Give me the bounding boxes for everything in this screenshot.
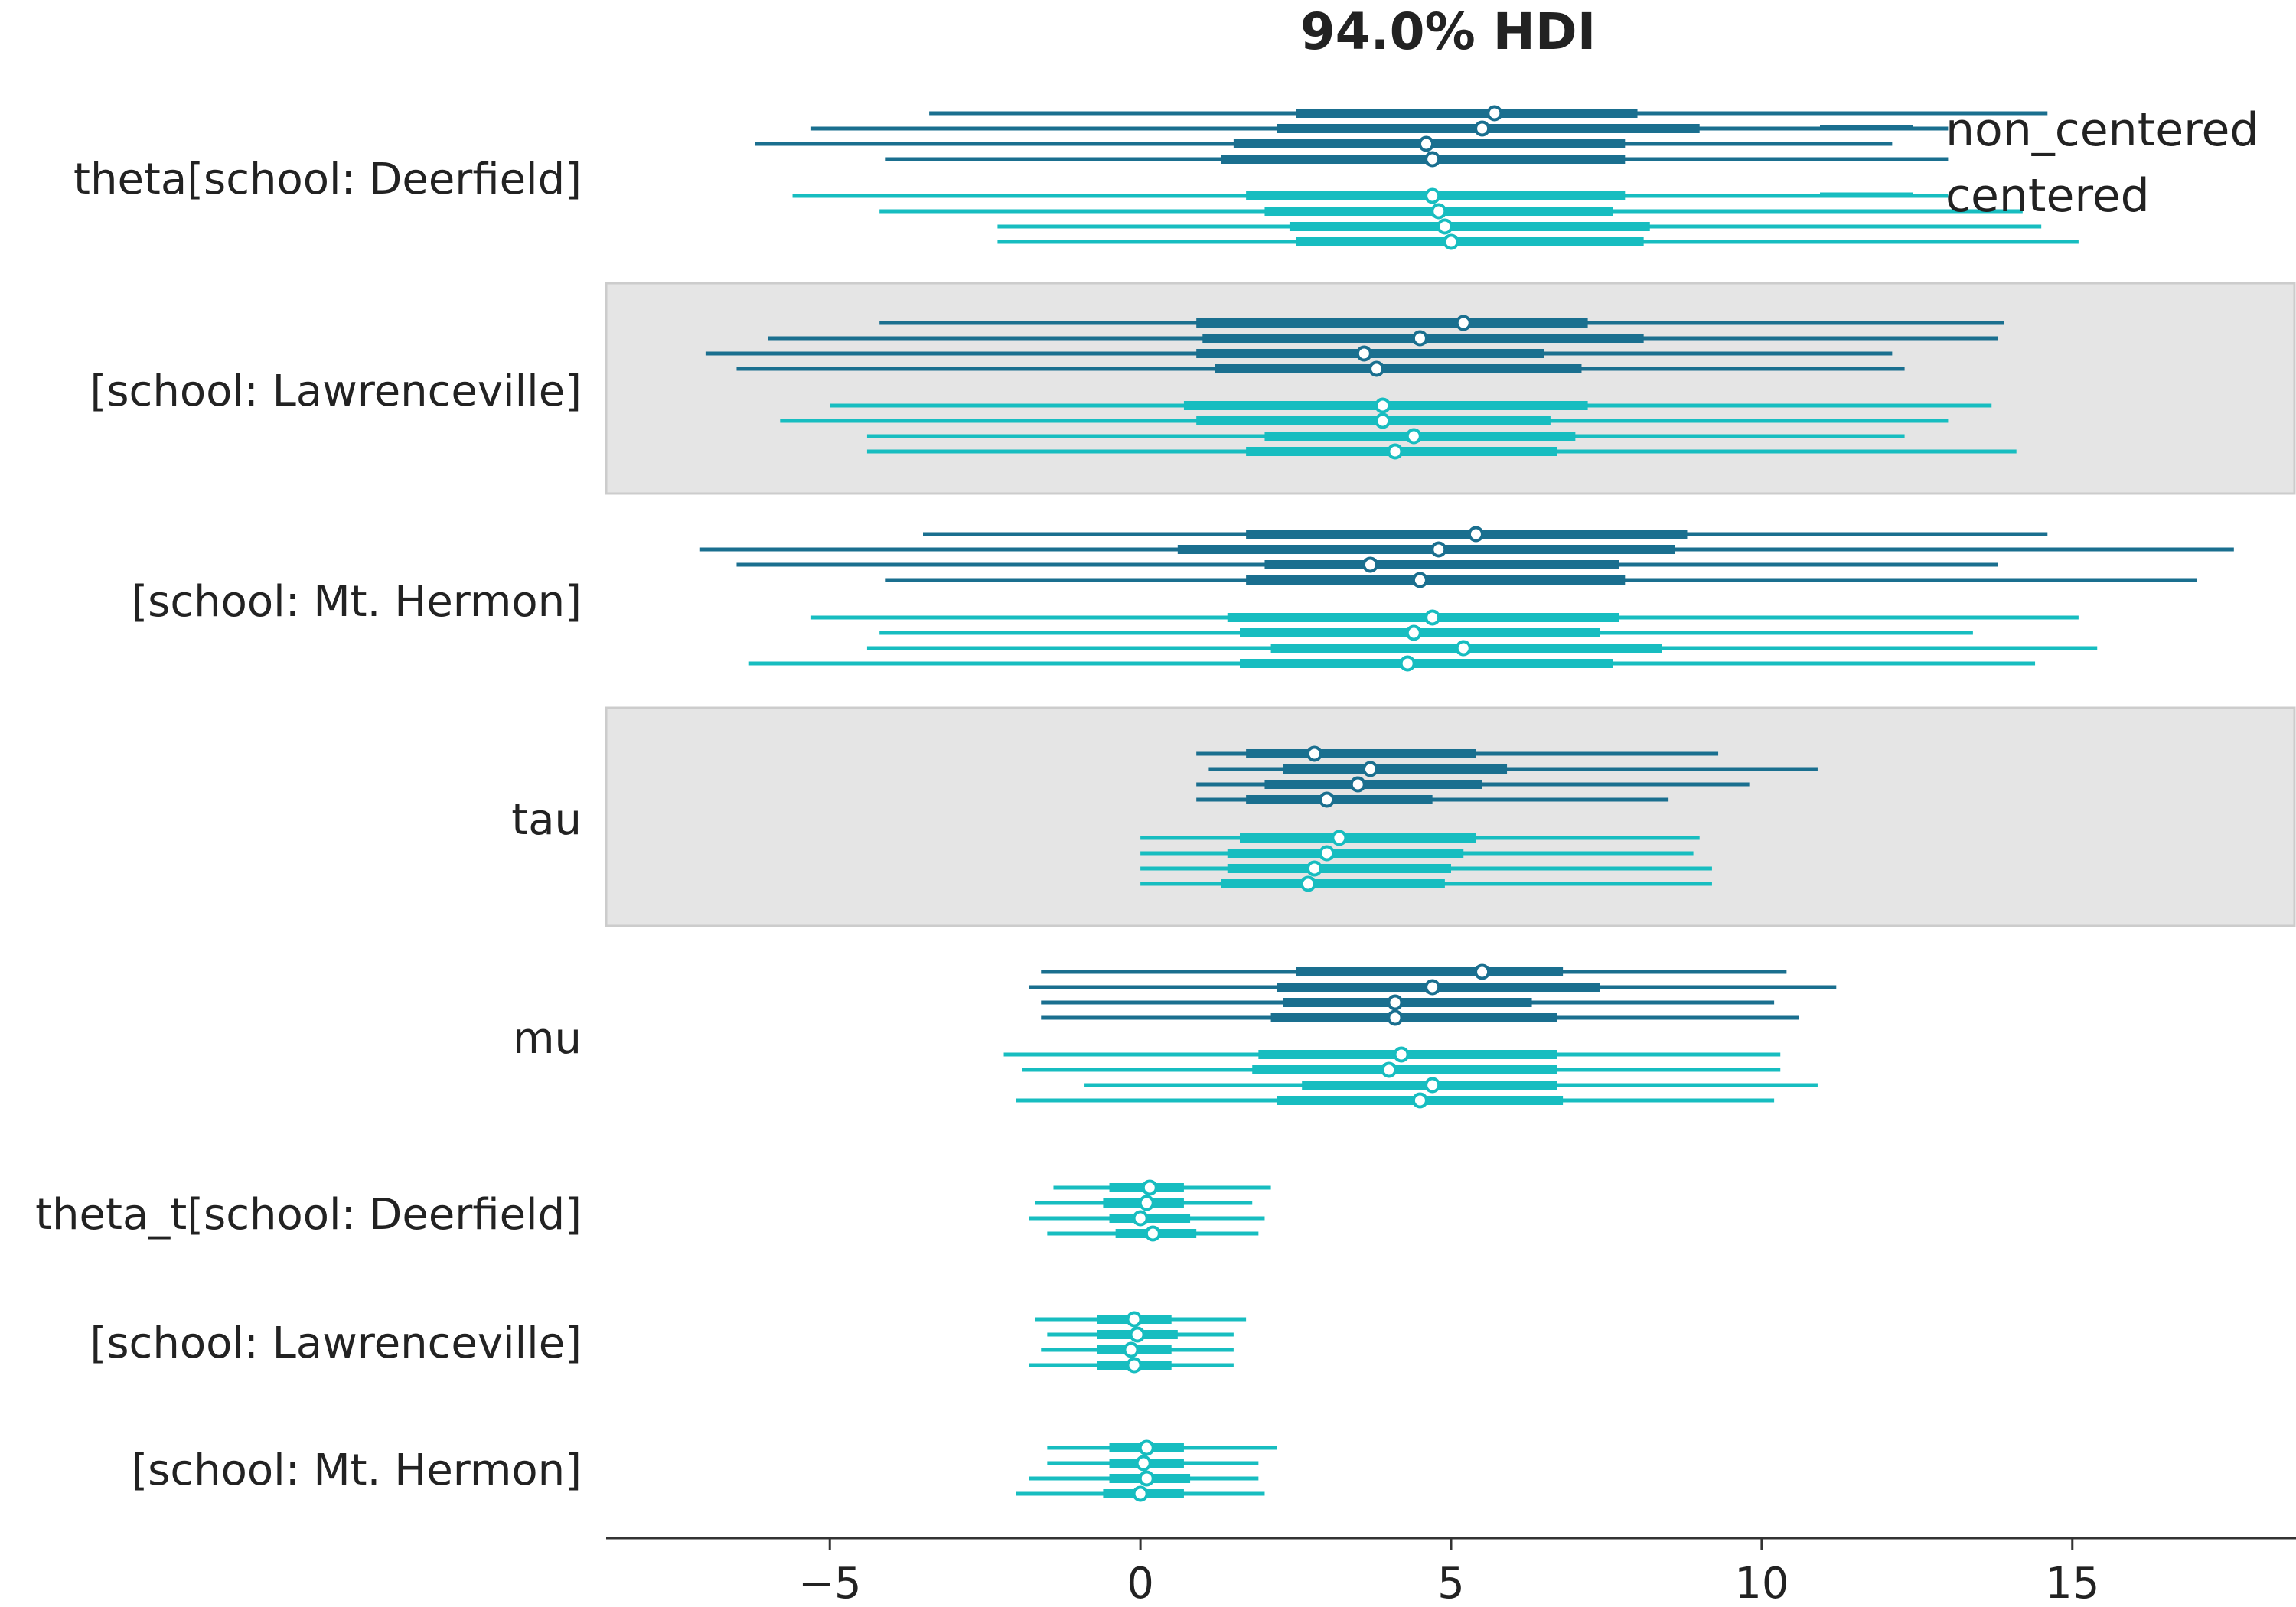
median-point (1455, 315, 1472, 331)
median-point (1355, 345, 1372, 362)
median-point (1138, 1195, 1155, 1211)
row-label: [school: Mt. Hermon] (131, 1446, 582, 1495)
median-point (1424, 151, 1441, 168)
median-point (1135, 1455, 1152, 1472)
row-label: mu (513, 1014, 582, 1064)
median-point (1349, 776, 1366, 793)
row-label: [school: Mt. Hermon] (131, 577, 582, 627)
median-point (1144, 1225, 1161, 1242)
median-point (1405, 624, 1422, 641)
median-point (1411, 330, 1428, 347)
median-point (1138, 1439, 1155, 1456)
median-point (1455, 640, 1472, 657)
median-point (1405, 428, 1422, 445)
median-point (1393, 1046, 1410, 1063)
median-point (1486, 105, 1503, 122)
row-labels: theta[school: Deerfield] [school: Lawrenc… (35, 155, 582, 1495)
median-point (1375, 397, 1391, 414)
median-point (1381, 1061, 1397, 1078)
median-point (1123, 1341, 1140, 1358)
row-bands (605, 282, 2296, 927)
median-point (1418, 135, 1435, 152)
median-point (1411, 1092, 1428, 1109)
x-axis: −5 0 5 10 15 (606, 1537, 2296, 1607)
median-point (1319, 791, 1336, 808)
median-point (1424, 187, 1441, 204)
median-point (1387, 994, 1404, 1011)
median-point (1132, 1485, 1149, 1502)
row-label: [school: Lawrenceville] (90, 367, 582, 416)
median-point (1126, 1357, 1143, 1374)
legend-label: centered (1945, 169, 2150, 223)
median-point (1375, 412, 1391, 429)
row-band (605, 282, 2296, 495)
legend: non_centered centered (1820, 103, 2258, 223)
median-point (1132, 1210, 1149, 1227)
chart-title: 94.0% HDI (1300, 2, 1596, 61)
median-point (1443, 233, 1459, 250)
median-point (1387, 1009, 1404, 1026)
median-point (1467, 526, 1484, 543)
median-point (1362, 556, 1378, 573)
median-point (1411, 572, 1428, 588)
median-point (1430, 203, 1447, 220)
row-label: [school: Lawrenceville] (90, 1319, 582, 1368)
hdi-intervals (699, 105, 2234, 1502)
legend-label: non_centered (1945, 103, 2258, 157)
median-point (1368, 360, 1385, 377)
median-point (1141, 1179, 1158, 1196)
median-point (1474, 963, 1491, 980)
x-tick-label: 10 (1734, 1559, 1789, 1607)
median-point (1362, 761, 1378, 777)
median-point (1129, 1326, 1146, 1343)
median-point (1424, 609, 1441, 626)
median-point (1424, 1077, 1441, 1094)
median-point (1424, 979, 1441, 996)
median-point (1399, 655, 1416, 672)
row-label: theta_t[school: Deerfield] (35, 1190, 582, 1240)
median-point (1126, 1311, 1143, 1328)
median-point (1437, 218, 1453, 235)
row-label: tau (511, 795, 582, 845)
median-point (1430, 541, 1447, 558)
row-band (605, 706, 2296, 927)
median-point (1306, 745, 1322, 762)
median-point (1319, 845, 1336, 862)
median-point (1300, 875, 1316, 892)
x-tick-label: 5 (1437, 1559, 1465, 1607)
median-point (1306, 860, 1322, 877)
median-point (1138, 1470, 1155, 1487)
median-point (1331, 830, 1348, 846)
median-point (1474, 120, 1491, 137)
x-tick-label: −5 (798, 1559, 862, 1607)
row-label: theta[school: Deerfield] (73, 155, 582, 204)
x-tick-label: 15 (2045, 1559, 2099, 1607)
median-point (1387, 443, 1404, 460)
x-tick-label: 0 (1127, 1559, 1154, 1607)
